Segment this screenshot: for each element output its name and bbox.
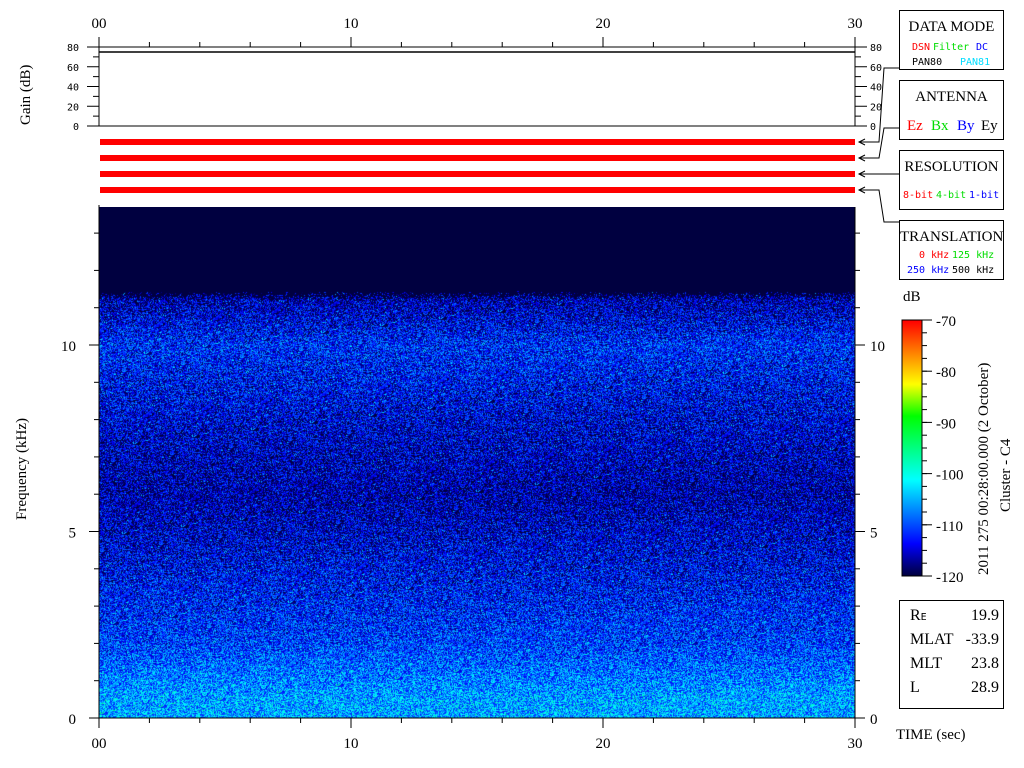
- colorbar-tick-label: -80: [936, 365, 956, 381]
- colorbar-tick-label: -90: [936, 416, 956, 432]
- time-tick-label-bottom: 30: [848, 736, 863, 752]
- res-4bit: 4-bit: [936, 190, 967, 201]
- date-title: 2011 275 00:28:00.000 (2 October): [976, 362, 992, 575]
- orbit-value: 23.8: [971, 655, 999, 672]
- mode-filter: Filter: [933, 42, 970, 53]
- freq-tick-label-left: 10: [61, 339, 76, 355]
- freq-tick-label-left: 0: [69, 712, 77, 728]
- trans-125khz: 125 kHz: [952, 250, 995, 261]
- mode-dc: DC: [976, 42, 989, 53]
- gain-tick-label-right: 0: [870, 122, 876, 133]
- colorbar-frame: [901, 319, 923, 577]
- panel-connector-line: [859, 127, 899, 159]
- orbit-value: -33.9: [965, 631, 999, 648]
- y-axis-label: Frequency (kHz): [14, 417, 30, 520]
- gain-tick-label-left: 80: [67, 43, 79, 54]
- panel-connector-line: [859, 67, 899, 143]
- panel-connector-line: [859, 189, 899, 223]
- gain-tick-label-left: 20: [67, 102, 79, 113]
- trans-250khz: 250 kHz: [907, 265, 950, 276]
- colorbar-tick-label: -120: [936, 570, 964, 586]
- mode-pan80: PAN80: [912, 57, 943, 68]
- mode-dsn: DSN: [912, 42, 931, 53]
- antenna-by: By: [957, 118, 975, 134]
- resolution-panel: RESOLUTION 8-bit 4-bit 1-bit: [899, 150, 1004, 210]
- colorbar: [902, 320, 922, 576]
- gain-tick-label-right: 80: [870, 43, 882, 54]
- freq-tick-label-right: 5: [870, 526, 878, 542]
- resolution-title: RESOLUTION: [904, 159, 999, 175]
- colorbar-label: dB: [903, 289, 921, 305]
- time-tick-label-top: 20: [596, 16, 611, 32]
- gain-tick-label-left: 60: [67, 63, 79, 74]
- time-tick-label-bottom: 00: [92, 736, 107, 752]
- resolution-bar: [100, 187, 855, 193]
- gain-axis-label: Gain (dB): [18, 64, 34, 125]
- time-tick-label-bottom: 20: [596, 736, 611, 752]
- data-mode-panel: DATA MODE DSN Filter DC PAN80 PAN81: [899, 10, 1004, 70]
- resolution-bar: [100, 171, 855, 177]
- orbit-panel: RE 19.9 MLAT -33.9 MLT 23.8 L 28.9: [899, 600, 1004, 709]
- antenna-title: ANTENNA: [915, 89, 988, 105]
- data-mode-title: DATA MODE: [908, 19, 995, 35]
- trans-500khz: 500 kHz: [952, 265, 995, 276]
- freq-tick-label-left: 5: [69, 526, 77, 542]
- gain-tick-label-left: 0: [73, 122, 79, 133]
- arrow-icon: [857, 170, 866, 178]
- resolution-bar: [100, 139, 855, 145]
- time-tick-label-top: 00: [92, 16, 107, 32]
- translation-title: TRANSLATION: [900, 229, 1004, 245]
- colorbar-tick-label: -110: [936, 519, 963, 535]
- orbit-label: MLAT: [910, 631, 954, 648]
- time-tick-label-bottom: 10: [344, 736, 359, 752]
- orbit-value: 28.9: [971, 679, 999, 696]
- trans-0khz: 0 kHz: [919, 250, 950, 261]
- gain-tick-label-left: 40: [67, 83, 79, 94]
- freq-tick-label-right: 0: [870, 712, 878, 728]
- spectrogram-image: [99, 207, 855, 718]
- antenna-ey: Ey: [981, 118, 998, 134]
- colorbar-tick-label: -100: [936, 468, 964, 484]
- orbit-label: L: [910, 679, 920, 696]
- gain-tick-label-right: 60: [870, 63, 882, 74]
- gain-tick-label-right: 20: [870, 102, 882, 113]
- spacecraft-title: Cluster - C4: [998, 438, 1014, 512]
- orbit-value: 19.9: [971, 607, 999, 624]
- freq-tick-label-right: 10: [870, 339, 885, 355]
- resolution-bar: [100, 155, 855, 161]
- gain-tick-label-right: 40: [870, 83, 882, 94]
- orbit-label-subscript: E: [920, 612, 927, 623]
- x-axis-label: TIME (sec): [896, 727, 966, 743]
- arrow-icon: [857, 138, 866, 146]
- res-8bit: 8-bit: [903, 190, 934, 201]
- colorbar-tick-label: -70: [936, 314, 956, 330]
- time-tick-label-top: 30: [848, 16, 863, 32]
- translation-panel: TRANSLATION 0 kHz 125 kHz 250 kHz 500 kH…: [899, 220, 1004, 280]
- antenna-bx: Bx: [931, 118, 949, 134]
- arrow-icon: [857, 186, 866, 194]
- arrow-icon: [857, 154, 866, 162]
- antenna-panel: ANTENNA Ez Bx By Ey: [899, 80, 1004, 140]
- antenna-ez: Ez: [907, 118, 923, 134]
- orbit-label: MLT: [910, 655, 943, 672]
- time-tick-label-top: 10: [344, 16, 359, 32]
- mode-pan81: PAN81: [960, 57, 991, 68]
- orbit-label: RE: [910, 607, 927, 624]
- res-1bit: 1-bit: [969, 190, 1000, 201]
